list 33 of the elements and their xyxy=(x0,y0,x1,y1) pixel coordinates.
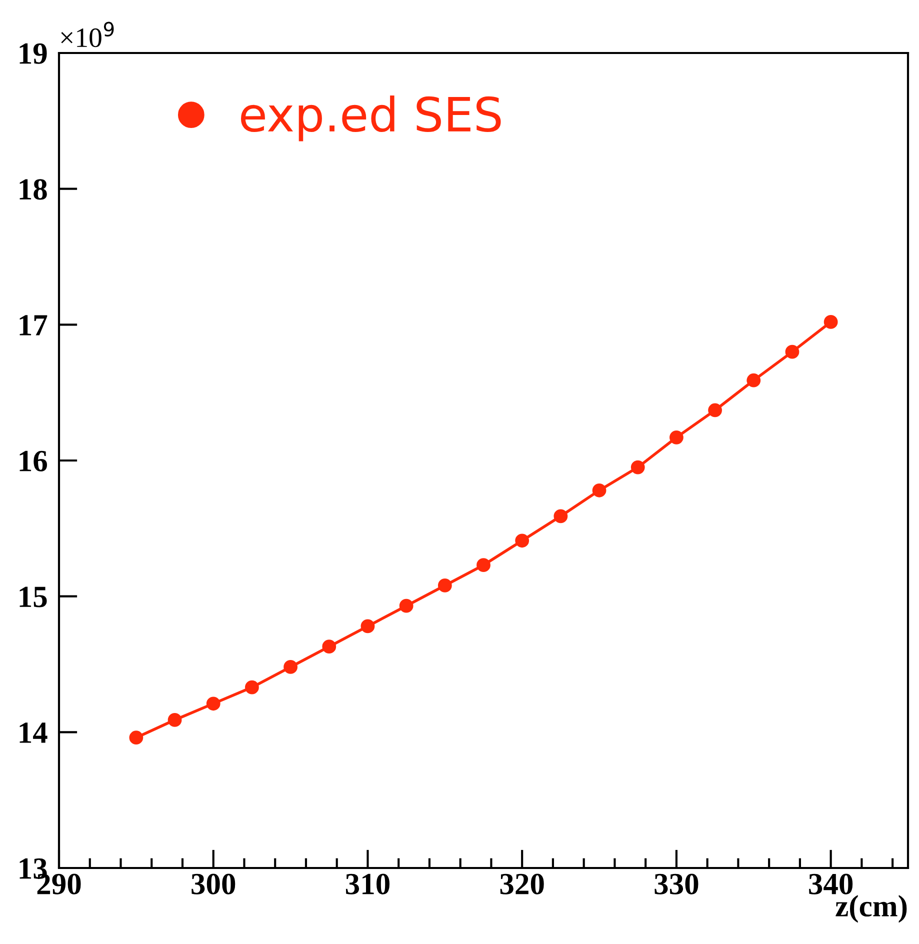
point xyxy=(399,598,414,613)
x-axis-title: z(cm) xyxy=(836,895,907,923)
point xyxy=(592,483,606,498)
x-tick-label: 320 xyxy=(500,874,544,894)
point xyxy=(322,640,336,654)
point xyxy=(245,680,259,694)
x-tick-label: 330 xyxy=(654,874,698,894)
point xyxy=(168,712,182,727)
y-tick-label: 18 xyxy=(20,179,47,200)
point xyxy=(515,534,530,548)
y-tick-label: 14 xyxy=(20,722,48,743)
point xyxy=(746,373,761,388)
point xyxy=(824,315,838,329)
point xyxy=(206,696,220,711)
x-tick-label: 340 xyxy=(809,874,853,894)
point xyxy=(438,578,452,592)
point xyxy=(360,619,375,634)
point xyxy=(476,558,490,572)
y-tick-label: 15 xyxy=(20,586,47,608)
y-tick-label: 16 xyxy=(20,450,47,472)
point xyxy=(785,344,800,359)
y-tick-label: 19 xyxy=(20,43,47,64)
text: ×10$^{9}$ xyxy=(61,22,114,48)
point xyxy=(284,660,298,674)
legend-label: exp.ed SES xyxy=(241,96,501,142)
point xyxy=(670,430,684,444)
point xyxy=(129,730,144,745)
x-tick-label: 310 xyxy=(346,874,390,894)
y-tick-label: 17 xyxy=(20,315,48,336)
point xyxy=(708,403,722,418)
point xyxy=(630,460,645,474)
x-tick-label: 300 xyxy=(192,874,236,894)
point xyxy=(554,509,568,524)
